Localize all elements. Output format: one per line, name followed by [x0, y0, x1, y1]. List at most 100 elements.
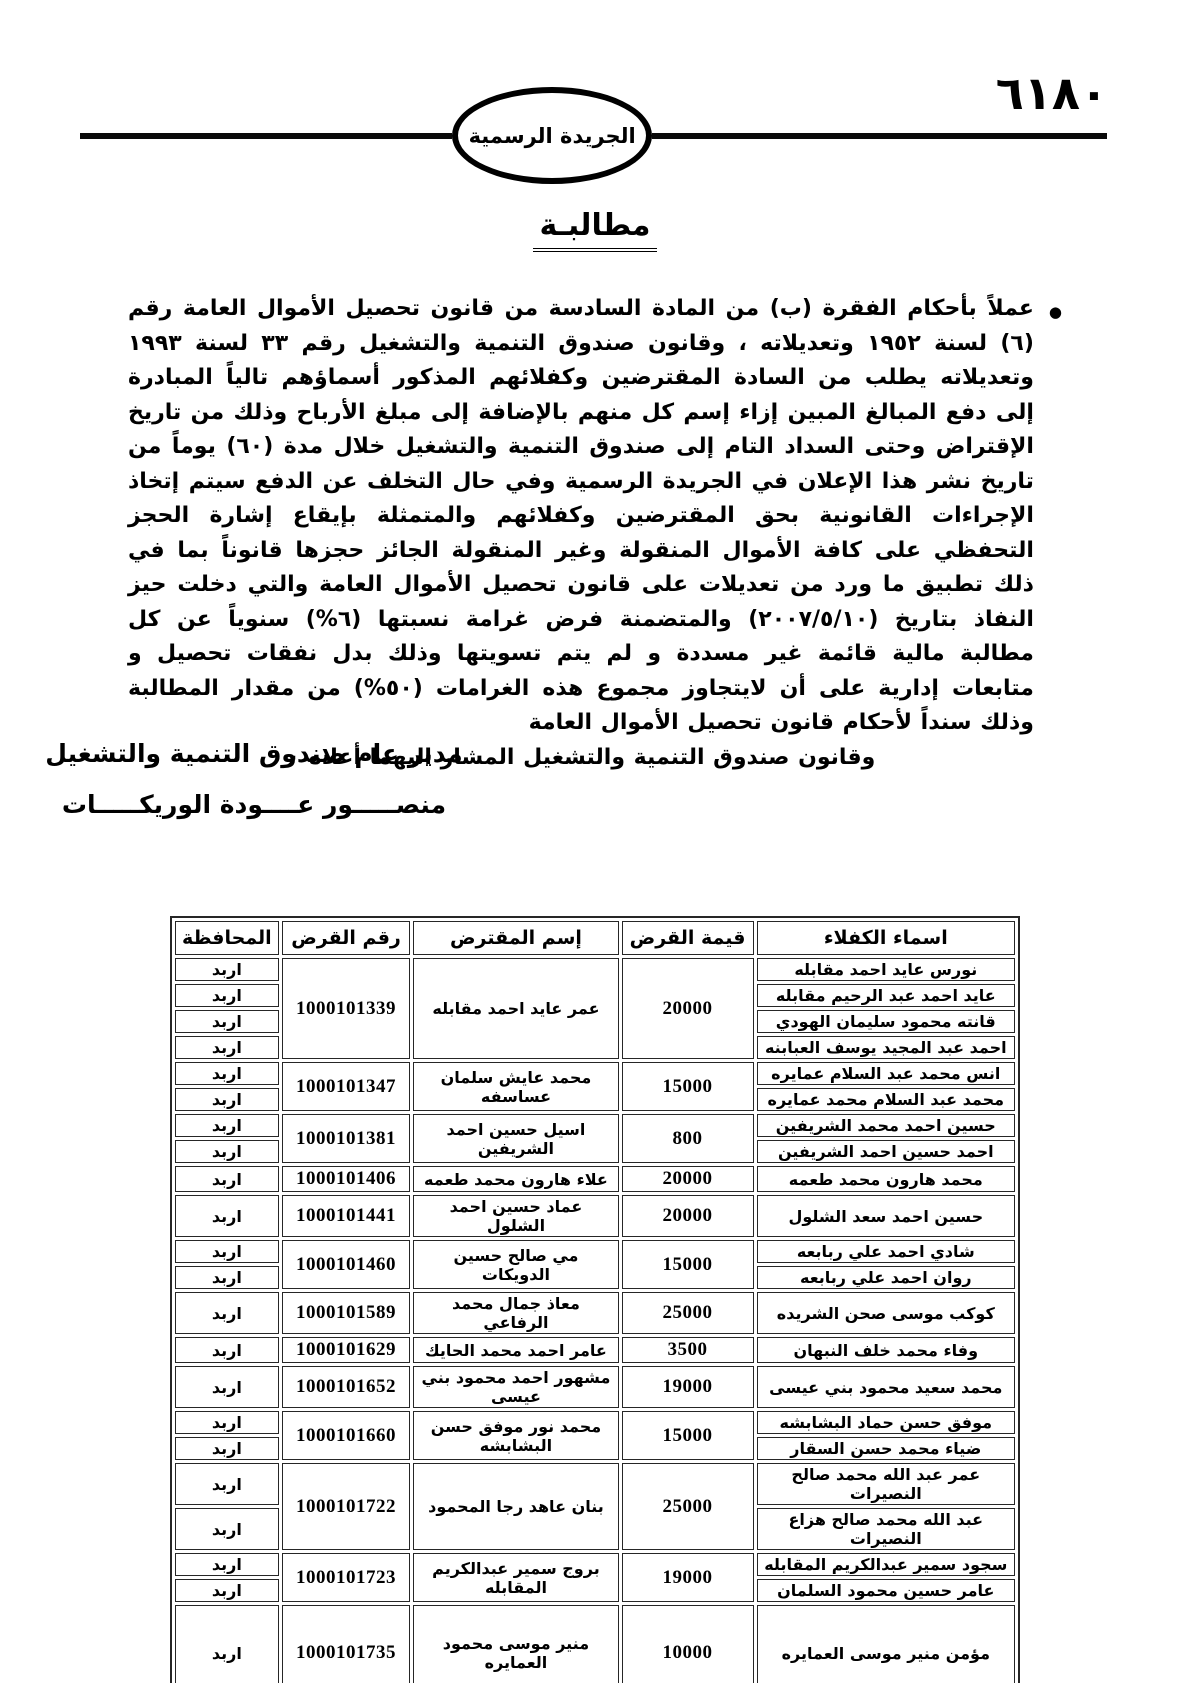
governorate-cell: اربد	[175, 1605, 279, 1683]
table-row: محمد هارون محمد طعمه 20000 علاء هارون محمد…	[175, 1166, 1015, 1192]
loan-amount-cell: 20000	[621, 1195, 754, 1237]
governorate-cell: اربد	[175, 958, 279, 981]
borrower-name-cell: محمد عايش سلمان عساسفه	[413, 1062, 619, 1111]
governorate-cell: اربد	[175, 1010, 279, 1033]
notice-closing-line: وقانون صندوق التنمية والتشغيل المشار الي…	[286, 744, 876, 770]
claims-table: اسماء الكفلاء قيمة القرض إسم المقترض رقم ال…	[170, 916, 1020, 1683]
governorate-cell: اربد	[175, 1114, 279, 1137]
governorate-cell: اربد	[175, 1437, 279, 1460]
guarantor-name-cell: سجود سمير عبدالكريم المقابله	[756, 1553, 1015, 1576]
governorate-cell: اربد	[175, 1062, 279, 1085]
table-header-row: اسماء الكفلاء قيمة القرض إسم المقترض رقم ال…	[175, 921, 1015, 955]
loan-amount-cell: 15000	[621, 1411, 754, 1460]
column-header: قيمة القرض	[621, 921, 754, 955]
table-row: روان احمد علي ربابعه اربد	[175, 1266, 1015, 1289]
guarantor-name-cell: عامر حسين محمود السلمان	[756, 1579, 1015, 1602]
borrower-name-cell: علاء هارون محمد طعمه	[413, 1166, 619, 1192]
loan-number-cell: 1000101381	[281, 1114, 411, 1163]
header-rule: الجريدة الرسمية	[80, 87, 1107, 184]
loan-amount-cell: 19000	[621, 1553, 754, 1602]
borrower-name-cell: عماد حسين احمد الشلول	[413, 1195, 619, 1237]
loan-amount-cell: 20000	[621, 958, 754, 1059]
loan-amount-cell: 15000	[621, 1062, 754, 1111]
signatory-role: مدير عام صندوق التنمية والتشغيل	[45, 739, 463, 768]
loan-amount-cell: 25000	[621, 1292, 754, 1334]
guarantor-name-cell: عايد احمد عبد الرحيم مقابله	[756, 984, 1015, 1007]
loan-number-cell: 1000101589	[281, 1292, 411, 1334]
column-header: اسماء الكفلاء	[756, 921, 1015, 955]
loan-amount-cell: 20000	[621, 1166, 754, 1192]
borrower-name-cell: معاذ جمال محمد الرفاعي	[413, 1292, 619, 1334]
governorate-cell: اربد	[175, 1088, 279, 1111]
signature-block: مدير عام صندوق التنمية والتشغيل منصـــــ…	[44, 728, 464, 830]
table-row: مؤمن منير موسى العمايره 10000 منير موسى مح…	[175, 1605, 1015, 1683]
table-row: شادي احمد علي ربابعه 15000 مي صالح حسين ال…	[175, 1240, 1015, 1289]
governorate-cell: اربد	[175, 1463, 279, 1505]
guarantor-name-cell: مؤمن منير موسى العمايره	[756, 1605, 1015, 1683]
loan-number-cell: 1000101722	[281, 1463, 411, 1550]
governorate-cell: اربد	[175, 1240, 279, 1263]
governorate-cell: اربد	[175, 1579, 279, 1602]
governorate-cell: اربد	[175, 1166, 279, 1192]
claims-table-body: نورس عايد احمد مقابله 20000 عمر عايد احمد …	[175, 958, 1015, 1683]
table-row: ضياء محمد حسن السقار اربد	[175, 1437, 1015, 1460]
guarantor-name-cell: محمد عبد السلام محمد عمايره	[756, 1088, 1015, 1111]
loan-number-cell: 1000101441	[281, 1195, 411, 1237]
page-number: ٦١٨٠	[995, 66, 1108, 120]
guarantor-name-cell: نورس عايد احمد مقابله	[756, 958, 1015, 981]
table-row: حسين احمد محمد الشريفين 800 اسيل حسين احمد…	[175, 1114, 1015, 1163]
borrower-name-cell: مشهور احمد محمود بني عيسى	[413, 1366, 619, 1408]
table-row: عمر عبد الله محمد صالح النصيرات 25000 بنان…	[175, 1463, 1015, 1550]
loan-number-cell: 1000101460	[281, 1240, 411, 1289]
bullet-icon: ●	[1048, 303, 1062, 321]
gazette-label: الجريدة الرسمية	[468, 123, 636, 148]
page-header: ٦١٨٠ الجريدة الرسمية	[0, 0, 1190, 195]
table-row: وفاء محمد خلف النبهان 3500 عامر احمد محمد …	[175, 1337, 1015, 1363]
loan-amount-cell: 10000	[621, 1605, 754, 1683]
table-row: محمد سعيد محمود بني عيسى 19000 مشهور احمد …	[175, 1366, 1015, 1408]
table-row: محمد عبد السلام محمد عمايره اربد	[175, 1088, 1015, 1111]
governorate-cell: اربد	[175, 1508, 279, 1550]
governorate-cell: اربد	[175, 984, 279, 1007]
table-row: احمد عبد المجيد يوسف العبابنه اربد	[175, 1036, 1015, 1059]
loan-number-cell: 1000101652	[281, 1366, 411, 1408]
loan-number-cell: 1000101406	[281, 1166, 411, 1192]
guarantor-name-cell: محمد سعيد محمود بني عيسى	[756, 1366, 1015, 1408]
borrower-name-cell: بروج سمير عبدالكريم المقابله	[413, 1553, 619, 1602]
signatory-name: منصـــــور عــــودة الوريكـــــات	[61, 790, 447, 819]
table-row: انس محمد عبد السلام عمايره 15000 محمد عايش…	[175, 1062, 1015, 1111]
guarantor-name-cell: حسين احمد سعد الشلول	[756, 1195, 1015, 1237]
guarantor-name-cell: انس محمد عبد السلام عمايره	[756, 1062, 1015, 1085]
loan-number-cell: 1000101339	[281, 958, 411, 1059]
claims-table-wrap: اسماء الكفلاء قيمة القرض إسم المقترض رقم ال…	[0, 916, 1190, 1683]
guarantor-name-cell: احمد حسين احمد الشريفين	[756, 1140, 1015, 1163]
borrower-name-cell: عامر احمد محمد الحايك	[413, 1337, 619, 1363]
column-header: إسم المقترض	[413, 921, 619, 955]
claim-notice: ● عملاً بأحكام الفقرة (ب) من المادة السا…	[128, 292, 1062, 775]
guarantor-name-cell: قانته محمود سليمان الهودي	[756, 1010, 1015, 1033]
borrower-name-cell: بنان عاهد رجا المحمود	[413, 1463, 619, 1550]
page-title-text: مطالبـة	[533, 208, 657, 252]
claims-table-head: اسماء الكفلاء قيمة القرض إسم المقترض رقم ال…	[175, 921, 1015, 955]
loan-number-cell: 1000101347	[281, 1062, 411, 1111]
table-row: عايد احمد عبد الرحيم مقابله اربد	[175, 984, 1015, 1007]
loan-amount-cell: 25000	[621, 1463, 754, 1550]
loan-amount-cell: 3500	[621, 1337, 754, 1363]
header-rule-left	[80, 132, 453, 139]
guarantor-name-cell: ضياء محمد حسن السقار	[756, 1437, 1015, 1460]
borrower-name-cell: محمد نور موفق حسن البشابشه	[413, 1411, 619, 1460]
governorate-cell: اربد	[175, 1140, 279, 1163]
table-row: حسين احمد سعد الشلول 20000 عماد حسين احمد …	[175, 1195, 1015, 1237]
borrower-name-cell: عمر عايد احمد مقابله	[413, 958, 619, 1059]
governorate-cell: اربد	[175, 1366, 279, 1408]
table-row: عامر حسين محمود السلمان اربد	[175, 1579, 1015, 1602]
guarantor-name-cell: شادي احمد علي ربابعه	[756, 1240, 1015, 1263]
governorate-cell: اربد	[175, 1195, 279, 1237]
guarantor-name-cell: احمد عبد المجيد يوسف العبابنه	[756, 1036, 1015, 1059]
guarantor-name-cell: كوكب موسى صحن الشريده	[756, 1292, 1015, 1334]
guarantor-name-cell: عمر عبد الله محمد صالح النصيرات	[756, 1463, 1015, 1505]
column-header: رقم القرض	[281, 921, 411, 955]
governorate-cell: اربد	[175, 1411, 279, 1434]
header-rule-right	[652, 132, 1107, 139]
